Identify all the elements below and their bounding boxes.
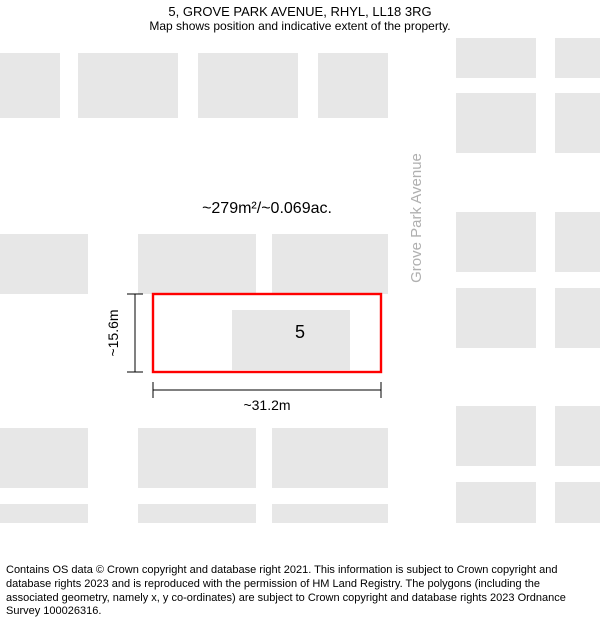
building xyxy=(456,482,536,523)
building xyxy=(456,288,536,348)
building xyxy=(272,234,388,294)
building xyxy=(0,504,88,523)
street-label: Grove Park Avenue xyxy=(408,153,425,283)
width-label: ~31.2m xyxy=(243,397,290,413)
building xyxy=(456,212,536,272)
building xyxy=(555,406,600,466)
map-area: ~15.6m ~31.2m ~279m²/~0.069ac. 5 Grove Park … xyxy=(0,38,600,523)
building xyxy=(555,482,600,523)
area-label: ~279m²/~0.069ac. xyxy=(202,200,332,217)
building xyxy=(555,38,600,78)
building xyxy=(198,53,298,118)
building xyxy=(555,212,600,272)
building xyxy=(0,234,88,294)
copyright-footer: Contains OS data © Crown copyright and d… xyxy=(6,564,594,619)
building xyxy=(0,53,60,118)
building xyxy=(272,504,388,523)
page-container: 5, GROVE PARK AVENUE, RHYL, LL18 3RG Map… xyxy=(0,0,600,625)
building xyxy=(138,234,256,294)
building xyxy=(232,310,350,370)
building xyxy=(78,53,178,118)
building xyxy=(272,428,388,488)
building xyxy=(456,406,536,466)
building xyxy=(456,38,536,78)
building xyxy=(555,288,600,348)
header: 5, GROVE PARK AVENUE, RHYL, LL18 3RG Map… xyxy=(0,0,600,33)
page-title: 5, GROVE PARK AVENUE, RHYL, LL18 3RG xyxy=(0,4,600,19)
building xyxy=(138,504,256,523)
plot-number: 5 xyxy=(295,322,305,342)
height-label: ~15.6m xyxy=(105,309,121,356)
building xyxy=(318,53,388,118)
property-map: ~15.6m ~31.2m ~279m²/~0.069ac. 5 Grove Park … xyxy=(0,38,600,523)
building xyxy=(456,93,536,153)
page-subtitle: Map shows position and indicative extent… xyxy=(0,19,600,33)
building xyxy=(138,428,256,488)
building xyxy=(0,428,88,488)
building xyxy=(555,93,600,153)
